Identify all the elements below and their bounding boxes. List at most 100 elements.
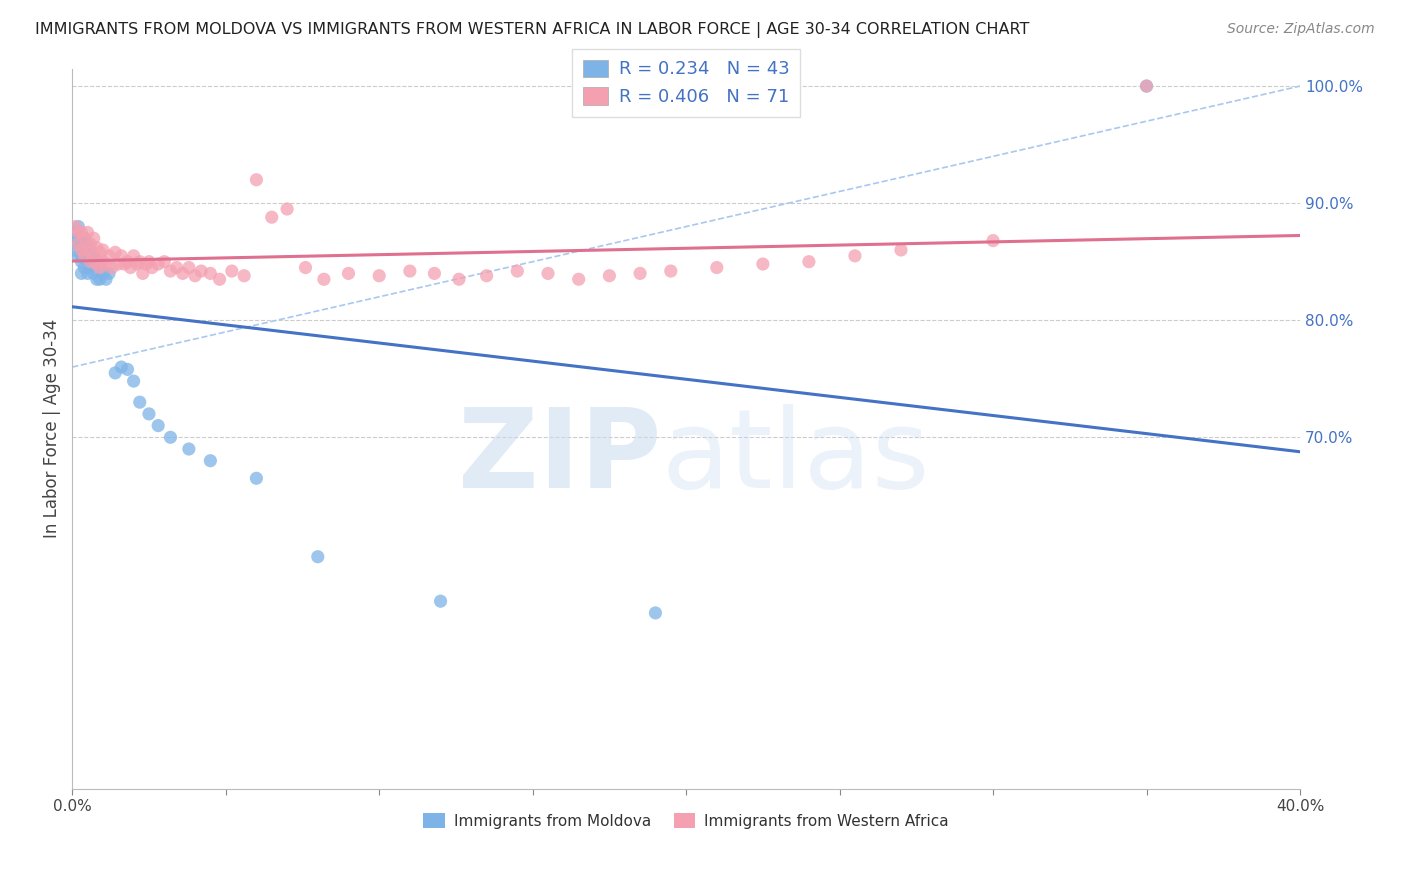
Point <box>73 243 96 257</box>
Y-axis label: In Labor Force | Age 30-34: In Labor Force | Age 30-34 <box>44 319 60 538</box>
Point <box>94 272 117 286</box>
Point <box>429 594 451 608</box>
Point <box>76 267 98 281</box>
Point <box>245 173 267 187</box>
Point <box>89 272 111 286</box>
Point <box>79 260 101 275</box>
Point <box>294 260 316 275</box>
Point <box>135 257 157 271</box>
Point <box>70 249 93 263</box>
Point <box>91 267 114 281</box>
Point <box>67 249 90 263</box>
Point <box>177 260 200 275</box>
Point <box>70 226 93 240</box>
Point <box>73 231 96 245</box>
Point <box>65 219 87 234</box>
Point <box>138 407 160 421</box>
Point <box>447 272 470 286</box>
Point <box>112 257 135 271</box>
Point <box>98 249 121 263</box>
Point <box>89 260 111 275</box>
Point <box>797 254 820 268</box>
Point <box>368 268 391 283</box>
Point <box>598 268 620 283</box>
Point <box>312 272 335 286</box>
Point <box>89 257 111 271</box>
Point <box>120 260 142 275</box>
Point <box>76 249 98 263</box>
Point <box>117 362 139 376</box>
Point <box>260 211 283 225</box>
Point <box>659 264 682 278</box>
Point <box>70 243 93 257</box>
Point <box>245 471 267 485</box>
Text: IMMIGRANTS FROM MOLDOVA VS IMMIGRANTS FROM WESTERN AFRICA IN LABOR FORCE | AGE 3: IMMIGRANTS FROM MOLDOVA VS IMMIGRANTS FR… <box>35 22 1029 38</box>
Point <box>67 237 90 252</box>
Point <box>190 264 212 278</box>
Point <box>104 366 127 380</box>
Point <box>221 264 243 278</box>
Point <box>83 267 105 281</box>
Point <box>184 268 207 283</box>
Point <box>844 249 866 263</box>
Point <box>67 237 90 252</box>
Point <box>79 254 101 268</box>
Point <box>86 254 108 268</box>
Point <box>138 254 160 268</box>
Point <box>76 237 98 252</box>
Point <box>752 257 775 271</box>
Point <box>233 268 256 283</box>
Point <box>399 264 422 278</box>
Point <box>89 245 111 260</box>
Point <box>177 442 200 456</box>
Point <box>1135 79 1157 94</box>
Point <box>172 267 194 281</box>
Point <box>83 249 105 263</box>
Point <box>117 254 139 268</box>
Point <box>70 254 93 268</box>
Point <box>83 231 105 245</box>
Point <box>73 249 96 263</box>
Point <box>67 231 90 245</box>
Point <box>122 249 145 263</box>
Point <box>200 454 222 468</box>
Point <box>141 260 163 275</box>
Point <box>76 226 98 240</box>
Point <box>475 268 498 283</box>
Point <box>83 249 105 263</box>
Point <box>148 257 170 271</box>
Point <box>128 254 150 268</box>
Text: Source: ZipAtlas.com: Source: ZipAtlas.com <box>1227 22 1375 37</box>
Point <box>110 360 132 375</box>
Point <box>76 243 98 257</box>
Point <box>506 264 529 278</box>
Point <box>537 267 560 281</box>
Point <box>166 260 188 275</box>
Point <box>104 245 127 260</box>
Point <box>86 241 108 255</box>
Point <box>644 606 666 620</box>
Point <box>107 257 129 271</box>
Point <box>125 257 148 271</box>
Text: atlas: atlas <box>662 404 931 511</box>
Point <box>79 237 101 252</box>
Point <box>86 272 108 286</box>
Point <box>128 395 150 409</box>
Point <box>94 257 117 271</box>
Legend: Immigrants from Moldova, Immigrants from Western Africa: Immigrants from Moldova, Immigrants from… <box>418 807 955 835</box>
Point <box>159 430 181 444</box>
Point <box>73 260 96 275</box>
Point <box>86 257 108 271</box>
Point <box>159 264 181 278</box>
Point <box>628 267 651 281</box>
Point <box>423 267 446 281</box>
Point <box>1135 79 1157 94</box>
Point <box>208 272 231 286</box>
Point <box>110 249 132 263</box>
Point <box>91 243 114 257</box>
Point <box>981 234 1004 248</box>
Point <box>70 231 93 245</box>
Point <box>132 267 155 281</box>
Point <box>200 267 222 281</box>
Point <box>101 260 124 275</box>
